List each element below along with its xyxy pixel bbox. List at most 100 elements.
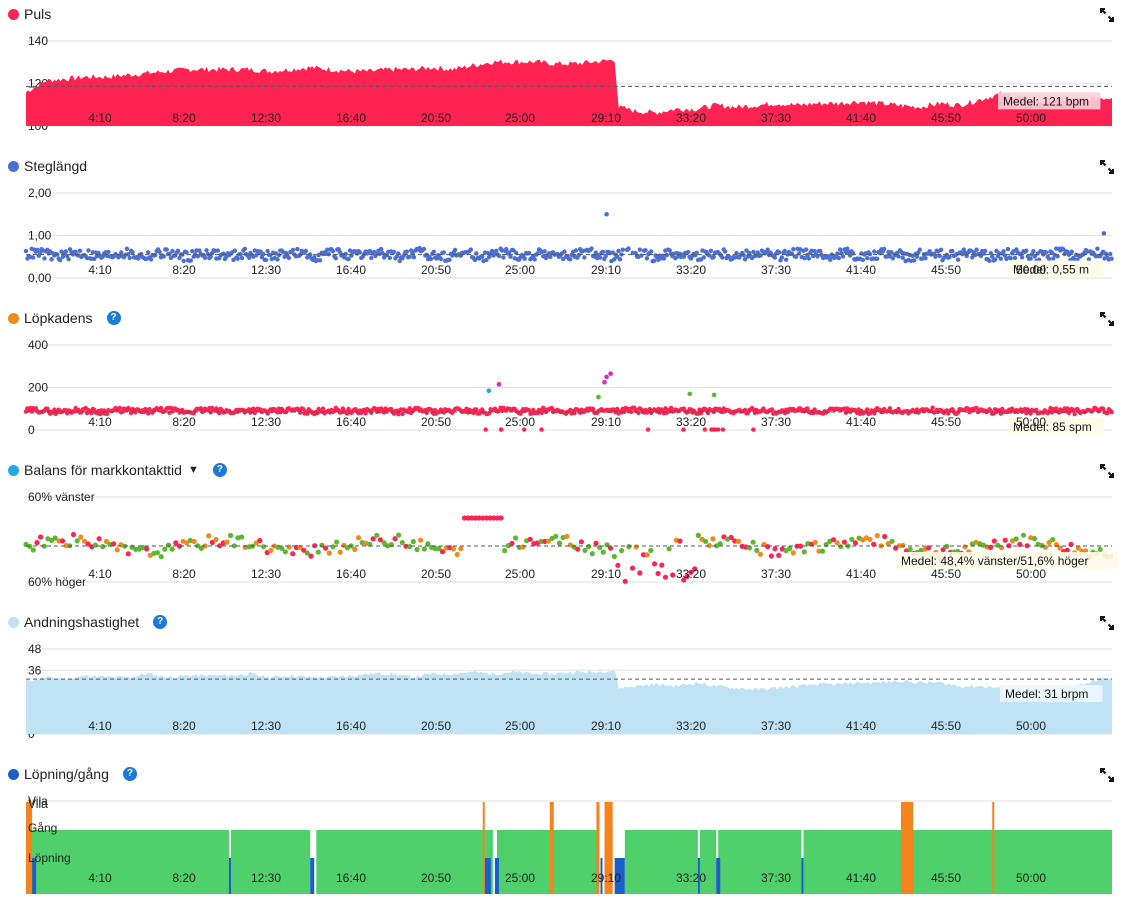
expand-icon[interactable]	[1100, 768, 1114, 782]
data-point	[791, 247, 796, 252]
data-point	[504, 247, 509, 252]
data-point	[865, 407, 870, 412]
data-point	[947, 254, 952, 260]
data-point	[304, 550, 310, 556]
data-point	[703, 538, 709, 544]
data-point	[323, 545, 329, 551]
data-point	[60, 254, 66, 259]
data-point	[407, 544, 413, 550]
data-point	[66, 257, 71, 262]
data-point	[498, 427, 504, 432]
y-category-label: Löpning	[28, 851, 71, 865]
data-point	[326, 550, 332, 556]
data-point	[438, 256, 444, 262]
y-tick-label: 140	[28, 34, 48, 48]
help-icon[interactable]: ?	[153, 615, 168, 629]
help-icon[interactable]: ?	[212, 463, 227, 477]
data-point	[819, 548, 826, 554]
data-point	[803, 247, 809, 252]
data-point	[436, 546, 442, 552]
x-tick-label: 37:30	[761, 415, 791, 429]
outlier-point	[1101, 231, 1107, 236]
outlier-point	[604, 374, 609, 380]
data-point	[701, 255, 706, 260]
data-point	[793, 254, 799, 259]
data-point	[162, 546, 168, 552]
data-point	[603, 253, 608, 259]
rest-segment	[604, 802, 613, 894]
x-tick-label: 33:20	[676, 415, 706, 429]
data-point	[681, 254, 687, 259]
data-point	[228, 532, 234, 539]
data-point	[923, 256, 928, 261]
expand-icon[interactable]	[1100, 312, 1114, 326]
data-point	[992, 257, 998, 262]
data-point	[1055, 254, 1060, 259]
data-point	[447, 257, 452, 262]
data-point	[367, 248, 373, 254]
data-point	[867, 536, 873, 542]
data-point	[74, 538, 80, 544]
data-point	[816, 548, 822, 554]
data-point	[257, 537, 263, 544]
data-point	[265, 248, 270, 254]
data-point	[191, 538, 197, 544]
data-point	[387, 255, 392, 261]
outlier-point	[486, 388, 492, 393]
data-point	[776, 250, 782, 255]
data-point	[633, 544, 639, 550]
help-icon[interactable]: ?	[106, 311, 121, 325]
y-tick-label: 60% vänster	[28, 490, 95, 504]
data-point	[998, 256, 1003, 261]
data-point	[78, 534, 84, 540]
legend-dot	[8, 160, 19, 172]
x-tick-label: 25:00	[505, 719, 535, 733]
data-point	[772, 255, 777, 260]
data-point	[369, 255, 374, 261]
expand-icon[interactable]	[1100, 616, 1114, 630]
run-segment	[484, 858, 491, 894]
y-tick-label: 48	[28, 642, 42, 656]
expand-icon[interactable]	[1100, 464, 1114, 478]
data-point	[337, 250, 343, 255]
data-point	[144, 546, 150, 552]
data-point	[158, 405, 164, 411]
data-point	[907, 546, 913, 552]
data-point	[765, 544, 771, 550]
data-point	[626, 544, 632, 550]
x-tick-label: 12:30	[251, 415, 281, 429]
data-point	[720, 427, 726, 432]
help-icon[interactable]: ?	[122, 767, 137, 781]
data-point	[106, 249, 111, 255]
data-point	[608, 545, 614, 551]
data-point	[629, 565, 636, 571]
y-tick-label: 0	[28, 423, 35, 437]
data-point	[917, 247, 922, 252]
data-point	[662, 574, 669, 580]
expand-icon[interactable]	[1100, 160, 1114, 174]
panel-title: Löpning/gång?	[8, 766, 137, 782]
outlier-point	[687, 391, 693, 397]
data-point	[204, 248, 209, 253]
legend-dot	[8, 464, 19, 476]
data-point	[397, 258, 402, 264]
x-tick-label: 37:30	[761, 871, 791, 885]
x-tick-label: 50:00	[1016, 871, 1046, 885]
data-point	[352, 546, 358, 552]
data-point	[622, 578, 628, 584]
data-point	[343, 251, 348, 257]
data-point	[1001, 249, 1006, 254]
data-point	[474, 407, 479, 412]
average-label-bg	[896, 552, 1118, 569]
data-point	[355, 535, 362, 541]
x-tick-label: 16:40	[336, 719, 366, 733]
expand-icon[interactable]	[1100, 8, 1114, 22]
dropdown-caret-icon[interactable]: ▼	[187, 464, 199, 476]
data-point	[217, 543, 223, 549]
x-tick-label: 8:20	[172, 567, 196, 581]
x-tick-label: 25:00	[505, 111, 535, 125]
data-point	[498, 515, 504, 521]
data-point	[637, 247, 642, 252]
run-segment	[697, 858, 700, 894]
data-point	[170, 248, 175, 254]
